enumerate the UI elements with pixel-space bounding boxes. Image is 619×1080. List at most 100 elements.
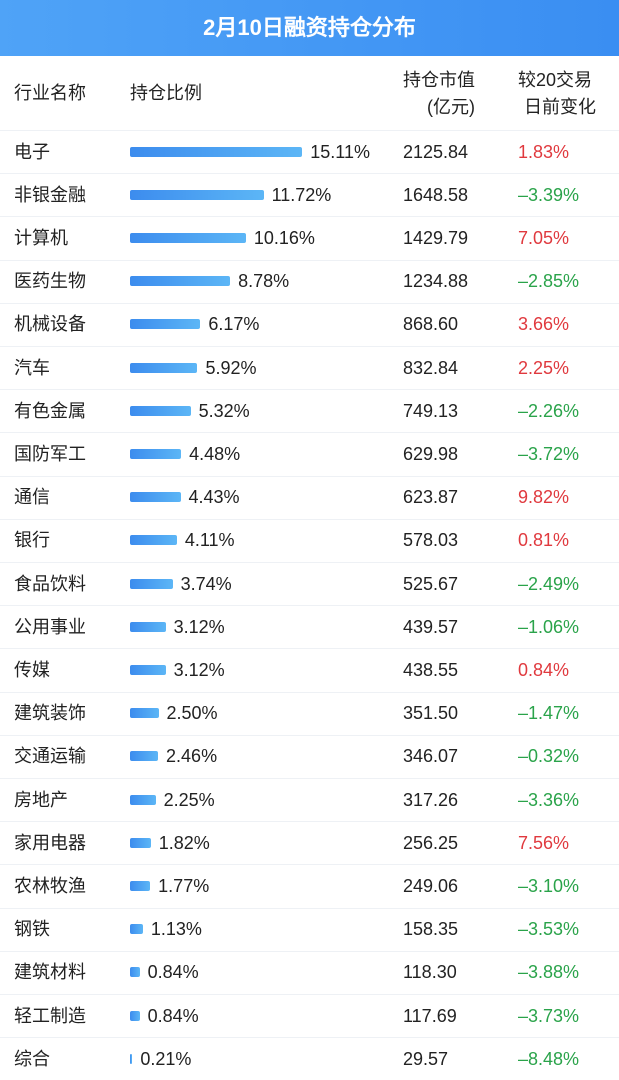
row-separator — [0, 259, 619, 261]
header-change-2: 日前变化 — [524, 97, 596, 117]
share-label: 1.13% — [150, 919, 202, 940]
share-bar — [130, 276, 231, 287]
title: 2月10日融资持仓分布 — [0, 0, 619, 56]
share-label: 5.92% — [205, 357, 257, 378]
share-label: 8.78% — [238, 271, 290, 292]
share-label: 0.21% — [140, 1048, 192, 1069]
industry: 建筑装饰 — [14, 703, 86, 724]
change: –3.10% — [518, 876, 580, 896]
share-bar — [130, 794, 156, 805]
share-bar — [130, 708, 159, 719]
value: 868.60 — [403, 314, 459, 335]
change: –3.36% — [518, 789, 580, 810]
share-bar — [130, 405, 191, 416]
share-bar — [130, 924, 143, 935]
industry: 国防军工 — [14, 444, 86, 464]
share-label: 0.84% — [147, 962, 199, 983]
change: –1.47% — [518, 703, 580, 724]
change: 0.81% — [518, 530, 570, 551]
value: 439.57 — [403, 616, 459, 637]
change: –1.06% — [518, 616, 580, 637]
industry: 机械设备 — [14, 314, 86, 335]
value: 1429.79 — [403, 228, 469, 248]
row-separator — [0, 1037, 619, 1039]
row-separator — [0, 691, 619, 693]
row-separator — [0, 734, 619, 736]
value: 438.55 — [403, 660, 459, 680]
share-label: 4.48% — [189, 444, 241, 464]
value: 832.84 — [403, 357, 459, 378]
value: 346.07 — [403, 746, 459, 767]
share-bar — [130, 362, 198, 373]
industry: 钢铁 — [14, 919, 50, 940]
row-separator — [0, 173, 619, 175]
share-label: 1.77% — [158, 876, 210, 896]
share-label: 4.43% — [188, 487, 240, 508]
industry: 电子 — [14, 141, 50, 162]
value: 749.13 — [403, 400, 459, 421]
header-industry: 行业名称 — [14, 83, 86, 103]
share-label: 2.25% — [163, 789, 215, 810]
industry: 计算机 — [14, 228, 68, 248]
value: 118.30 — [403, 962, 457, 983]
share-label: 5.32% — [198, 400, 250, 421]
header-share: 持仓比例 — [130, 83, 202, 103]
industry: 综合 — [14, 1048, 50, 1069]
industry: 建筑材料 — [14, 962, 86, 983]
change: –2.49% — [518, 573, 580, 594]
row-separator — [0, 907, 619, 909]
change: –2.26% — [518, 400, 580, 421]
header-change: 较20交易 — [518, 70, 593, 90]
change: 1.83% — [518, 141, 570, 162]
row-separator — [0, 130, 619, 131]
value: 317.26 — [403, 789, 459, 810]
share-label: 2.50% — [166, 703, 218, 724]
industry: 通信 — [14, 487, 50, 508]
share-bar — [130, 233, 246, 243]
share-bar — [130, 881, 151, 891]
industry: 公用事业 — [14, 616, 86, 637]
industry: 农林牧渔 — [14, 876, 86, 896]
share-label: 1.82% — [158, 832, 210, 853]
share-label: 10.16% — [253, 228, 315, 248]
share-bar — [130, 751, 159, 762]
value: 525.67 — [403, 573, 459, 594]
share-bar — [130, 492, 181, 503]
change: 7.05% — [518, 228, 570, 248]
row-separator — [0, 994, 619, 995]
share-label: 15.11% — [310, 141, 370, 162]
share-bar — [130, 535, 177, 546]
row-separator — [0, 389, 619, 391]
industry: 房地产 — [14, 789, 68, 810]
change: –3.88% — [518, 962, 580, 983]
row-separator — [0, 216, 619, 218]
share-bar — [130, 449, 182, 459]
share-bar — [130, 1010, 140, 1021]
change: –3.73% — [518, 1005, 580, 1026]
share-label: 3.74% — [180, 573, 232, 594]
row-separator — [0, 864, 619, 866]
share-label: 6.17% — [208, 314, 260, 335]
industry: 银行 — [14, 530, 50, 551]
row-separator — [0, 778, 619, 779]
value: 29.57 — [403, 1048, 449, 1069]
row-separator — [0, 346, 619, 347]
industry: 家用电器 — [14, 832, 86, 853]
share-label: 3.12% — [173, 660, 225, 680]
value: 351.50 — [403, 703, 459, 724]
value: 623.87 — [403, 487, 459, 508]
change: 0.84% — [518, 660, 570, 680]
value: 1234.88 — [403, 271, 469, 292]
industry: 食品饮料 — [14, 573, 86, 594]
industry: 汽车 — [14, 357, 50, 378]
row-separator — [0, 302, 619, 304]
header-value-unit: (亿元) — [427, 97, 475, 117]
share-label: 0.84% — [147, 1005, 199, 1026]
change: –3.72% — [518, 444, 580, 464]
industry: 传媒 — [14, 660, 50, 680]
value: 2125.84 — [403, 141, 469, 162]
change: 7.56% — [518, 832, 570, 853]
value: 629.98 — [403, 444, 459, 464]
industry: 有色金属 — [14, 400, 86, 421]
